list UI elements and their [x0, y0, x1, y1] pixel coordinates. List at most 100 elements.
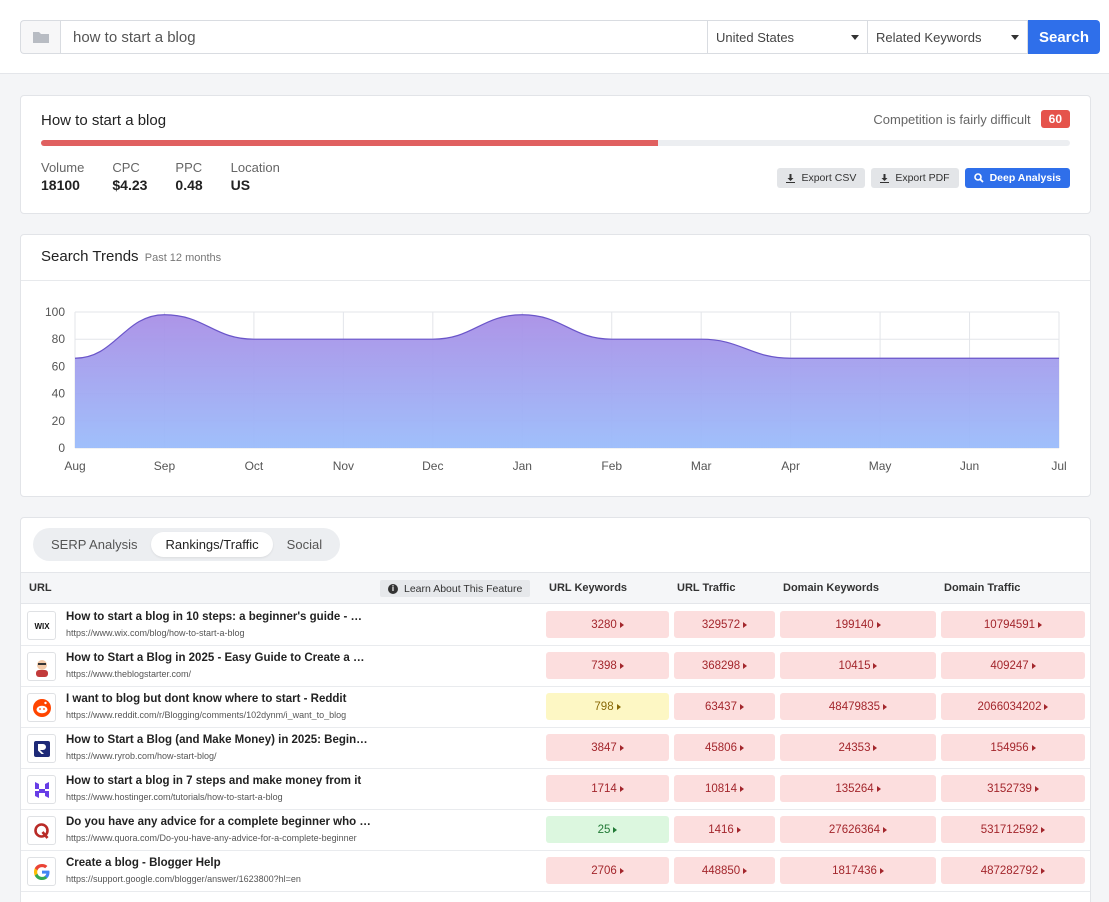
download-icon — [880, 173, 890, 183]
domain-keywords-cell[interactable]: 27626364 — [780, 816, 936, 843]
domain-traffic-value: 409247 — [990, 659, 1029, 672]
tab-rankings-traffic[interactable]: Rankings/Traffic — [151, 532, 273, 557]
deep-analysis-button[interactable]: Deep Analysis — [964, 168, 1070, 188]
caret-right-icon — [876, 785, 881, 792]
metric-label: Volume — [41, 160, 85, 175]
x-tick-label: Aug — [64, 459, 85, 473]
caret-right-icon — [743, 662, 748, 669]
search-button[interactable]: Search — [1028, 20, 1100, 54]
header-url-keywords[interactable]: URL Keywords — [549, 582, 628, 594]
metric-label: CPC — [112, 160, 140, 175]
tab-serp-analysis[interactable]: SERP Analysis — [51, 537, 138, 552]
domain-traffic-cell[interactable]: 409247 — [941, 652, 1085, 679]
metric-volume: Volume 18100 — [41, 160, 84, 193]
domain-traffic-cell[interactable]: 3152739 — [941, 775, 1085, 802]
learn-feature-button[interactable]: i Learn About This Feature — [380, 580, 531, 597]
x-tick-label: Feb — [601, 459, 622, 473]
trends-header: Search Trends Past 12 months — [21, 235, 1090, 281]
domain-keywords-cell[interactable]: 135264 — [780, 775, 936, 802]
x-tick-label: Sep — [154, 459, 176, 473]
url-keywords-cell[interactable]: 1714 — [546, 775, 669, 802]
deep-analysis-label: Deep Analysis — [989, 172, 1061, 184]
domain-keywords-value: 1817436 — [832, 864, 877, 877]
caret-right-icon — [619, 867, 624, 874]
header-domain-keywords[interactable]: Domain Keywords — [783, 582, 879, 594]
domain-keywords-cell[interactable]: 24353 — [780, 734, 936, 761]
domain-keywords-cell[interactable]: 48479835 — [780, 693, 936, 720]
domain-traffic-cell[interactable]: 154956 — [941, 734, 1085, 761]
result-url: https://www.wix.com/blog/how-to-start-a-… — [66, 628, 245, 638]
url-traffic-cell[interactable]: 329572 — [674, 611, 775, 638]
tab-social[interactable]: Social — [286, 537, 323, 552]
export-csv-button[interactable]: Export CSV — [777, 168, 866, 188]
result-title-link[interactable]: How to Start a Blog (and Make Money) in … — [66, 734, 371, 746]
domain-keywords-value: 48479835 — [828, 700, 881, 713]
y-tick-label: 80 — [52, 332, 66, 346]
header-url-traffic[interactable]: URL Traffic — [677, 582, 736, 594]
url-traffic-cell[interactable]: 368298 — [674, 652, 775, 679]
export-pdf-button[interactable]: Export PDF — [871, 168, 959, 188]
difficulty-bar — [41, 140, 1070, 146]
folder-icon[interactable] — [20, 20, 60, 54]
export-actions: Export CSV Export PDF Deep Analysis — [777, 168, 1070, 188]
result-title-link[interactable]: Do you have any advice for a complete be… — [66, 816, 371, 828]
y-tick-label: 60 — [52, 359, 66, 373]
domain-traffic-cell[interactable]: 487282792 — [941, 857, 1085, 884]
caret-right-icon — [879, 867, 884, 874]
caret-right-icon — [619, 744, 624, 751]
caret-right-icon — [619, 785, 624, 792]
results-table-body: WIX How to start a blog in 10 steps: a be… — [21, 605, 1090, 892]
metric-value: 18100 — [41, 177, 80, 193]
domain-keywords-cell[interactable]: 199140 — [780, 611, 936, 638]
header-domain-traffic[interactable]: Domain Traffic — [944, 582, 1021, 594]
country-select[interactable]: United States — [708, 20, 868, 54]
y-tick-label: 20 — [52, 414, 66, 428]
search-row: United States Related Keywords Search — [20, 20, 1100, 54]
url-traffic-value: 45806 — [705, 741, 737, 754]
ryrob-icon — [27, 734, 56, 763]
url-keywords-cell[interactable]: 3280 — [546, 611, 669, 638]
url-keywords-cell[interactable]: 2706 — [546, 857, 669, 884]
caret-right-icon — [1031, 662, 1036, 669]
caret-right-icon — [1041, 867, 1046, 874]
domain-traffic-cell[interactable]: 531712592 — [941, 816, 1085, 843]
url-keywords-value: 25 — [597, 823, 611, 836]
metric-value: 0.48 — [175, 177, 203, 193]
url-keywords-cell[interactable]: 798 — [546, 693, 669, 720]
table-row: How to Start a Blog in 2025 - Easy Guide… — [21, 646, 1090, 687]
x-tick-label: Apr — [781, 459, 800, 473]
domain-keywords-cell[interactable]: 1817436 — [780, 857, 936, 884]
keyword-mode-value: Related Keywords — [876, 29, 982, 45]
url-keywords-cell[interactable]: 3847 — [546, 734, 669, 761]
result-title-link[interactable]: How to start a blog in 10 steps: a begin… — [66, 611, 371, 623]
learn-feature-label: Learn About This Feature — [404, 582, 523, 595]
domain-traffic-cell[interactable]: 2066034202 — [941, 693, 1085, 720]
url-traffic-cell[interactable]: 63437 — [674, 693, 775, 720]
svg-text:WIX: WIX — [34, 622, 50, 631]
url-keywords-cell[interactable]: 7398 — [546, 652, 669, 679]
url-traffic-value: 63437 — [705, 700, 737, 713]
result-title-link[interactable]: How to start a blog in 7 steps and make … — [66, 775, 362, 787]
url-traffic-cell[interactable]: 1416 — [674, 816, 775, 843]
domain-keywords-cell[interactable]: 10415 — [780, 652, 936, 679]
competition-score-badge: 60 — [1040, 110, 1070, 128]
hostinger-icon — [27, 775, 56, 804]
trends-title: Search Trends — [41, 248, 139, 265]
domain-traffic-cell[interactable]: 10794591 — [941, 611, 1085, 638]
url-traffic-cell[interactable]: 45806 — [674, 734, 775, 761]
result-title-link[interactable]: How to Start a Blog in 2025 - Easy Guide… — [66, 652, 371, 664]
trend-area — [75, 314, 1059, 448]
caret-right-icon — [616, 703, 621, 710]
result-title-link[interactable]: I want to blog but dont know where to st… — [66, 693, 347, 705]
domain-keywords-value: 199140 — [835, 618, 874, 631]
url-traffic-value: 329572 — [701, 618, 741, 631]
result-url: https://www.ryrob.com/how-start-blog/ — [66, 751, 217, 761]
y-tick-label: 40 — [52, 387, 66, 401]
search-input[interactable] — [60, 20, 708, 54]
url-traffic-cell[interactable]: 10814 — [674, 775, 775, 802]
result-title-link[interactable]: Create a blog - Blogger Help — [66, 857, 221, 869]
url-traffic-cell[interactable]: 448850 — [674, 857, 775, 884]
url-keywords-cell[interactable]: 25 — [546, 816, 669, 843]
result-url: https://support.google.com/blogger/answe… — [66, 874, 301, 884]
keyword-mode-select[interactable]: Related Keywords — [868, 20, 1028, 54]
